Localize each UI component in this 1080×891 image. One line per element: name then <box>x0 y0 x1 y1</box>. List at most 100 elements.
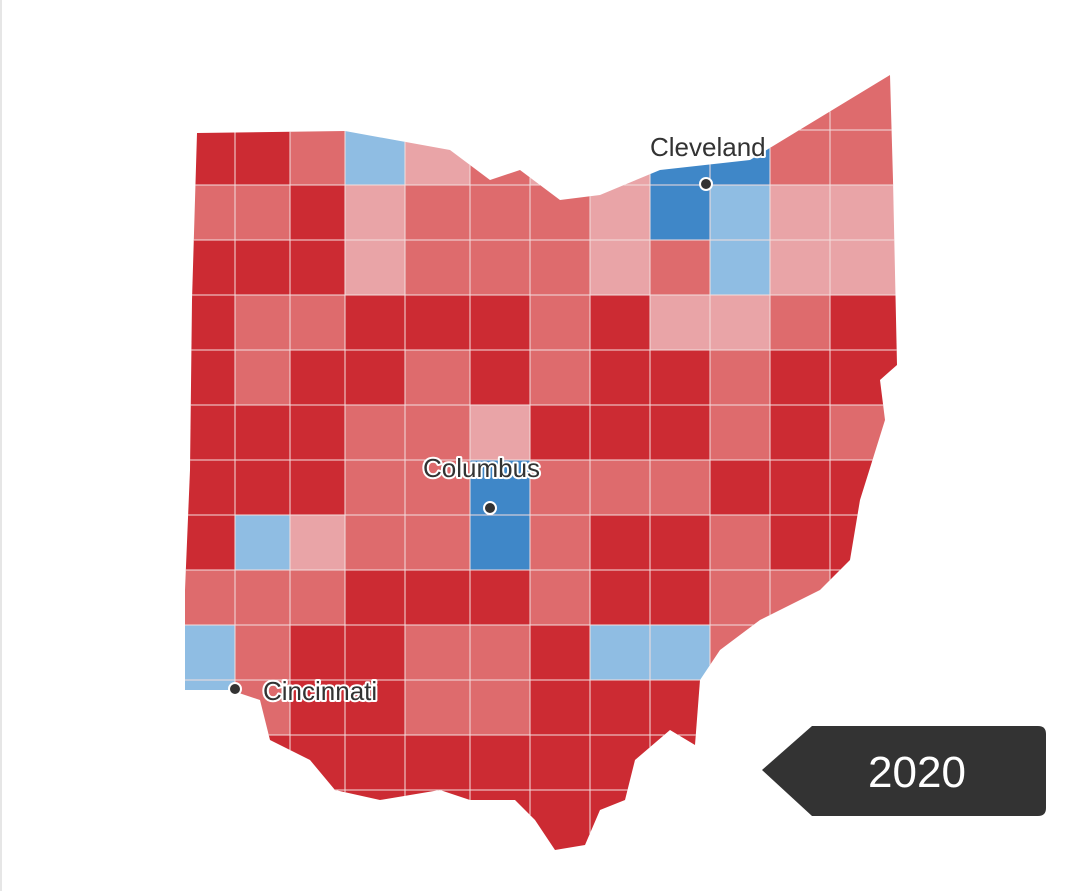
county <box>769 569 831 626</box>
county <box>649 294 711 351</box>
county <box>709 184 771 241</box>
county <box>829 129 897 186</box>
county <box>344 294 406 351</box>
county <box>344 129 406 186</box>
city-markers: Cleveland Columbus Cincinnati <box>228 130 768 708</box>
county <box>589 624 651 681</box>
county <box>289 514 346 571</box>
county <box>829 184 897 241</box>
city-label: Cleveland <box>650 132 766 162</box>
county <box>344 404 406 461</box>
county <box>589 294 651 351</box>
county <box>769 459 831 516</box>
county <box>404 679 471 736</box>
county <box>709 239 771 296</box>
county <box>649 184 711 241</box>
county <box>289 349 346 406</box>
city-dot <box>483 501 497 515</box>
county <box>469 129 531 186</box>
county <box>589 349 651 406</box>
county <box>649 789 711 850</box>
county <box>769 75 831 131</box>
county <box>649 459 711 516</box>
county <box>649 679 711 736</box>
county <box>344 624 406 681</box>
city-label: Cincinnati <box>263 676 377 706</box>
county <box>709 514 771 571</box>
county <box>344 349 406 406</box>
county <box>709 349 771 406</box>
county <box>185 404 236 461</box>
county <box>404 734 471 791</box>
county <box>529 679 591 736</box>
county <box>234 129 291 186</box>
county <box>469 459 531 516</box>
county <box>589 184 651 241</box>
county <box>829 349 897 406</box>
county <box>185 569 236 626</box>
county <box>185 624 236 681</box>
county <box>769 184 831 241</box>
county <box>529 349 591 406</box>
county <box>234 184 291 241</box>
county <box>469 734 531 791</box>
county <box>469 624 531 681</box>
county <box>404 789 471 850</box>
county <box>529 789 591 850</box>
county <box>469 569 531 626</box>
county <box>344 184 406 241</box>
county <box>344 569 406 626</box>
county <box>404 459 471 516</box>
county <box>404 514 471 571</box>
county <box>185 349 236 406</box>
county <box>589 514 651 571</box>
county <box>469 789 531 850</box>
county <box>649 569 711 626</box>
county <box>589 569 651 626</box>
county <box>709 404 771 461</box>
county <box>344 789 406 850</box>
county <box>709 294 771 351</box>
county <box>529 569 591 626</box>
county <box>404 184 471 241</box>
county <box>829 514 897 571</box>
county <box>469 349 531 406</box>
county <box>649 734 711 791</box>
county <box>529 239 591 296</box>
county <box>234 624 291 681</box>
county <box>234 349 291 406</box>
county <box>185 734 236 791</box>
county <box>709 569 771 626</box>
county <box>589 789 651 850</box>
county <box>344 679 406 736</box>
county <box>289 459 346 516</box>
county <box>404 294 471 351</box>
county <box>289 239 346 296</box>
county <box>185 459 236 516</box>
county <box>289 624 346 681</box>
county <box>829 404 897 461</box>
county <box>649 349 711 406</box>
county <box>529 129 591 186</box>
county <box>709 679 771 736</box>
county <box>529 624 591 681</box>
county <box>649 404 711 461</box>
county <box>404 569 471 626</box>
county <box>589 129 651 186</box>
county <box>344 239 406 296</box>
county <box>234 239 291 296</box>
county <box>234 569 291 626</box>
county <box>404 624 471 681</box>
county <box>649 239 711 296</box>
county <box>404 129 471 186</box>
county <box>829 75 897 131</box>
county <box>469 294 531 351</box>
county <box>289 404 346 461</box>
county <box>829 239 897 296</box>
county <box>769 349 831 406</box>
city-label: Columbus <box>423 453 540 483</box>
county <box>709 624 771 681</box>
county <box>185 184 236 241</box>
county <box>589 404 651 461</box>
county <box>649 624 711 681</box>
